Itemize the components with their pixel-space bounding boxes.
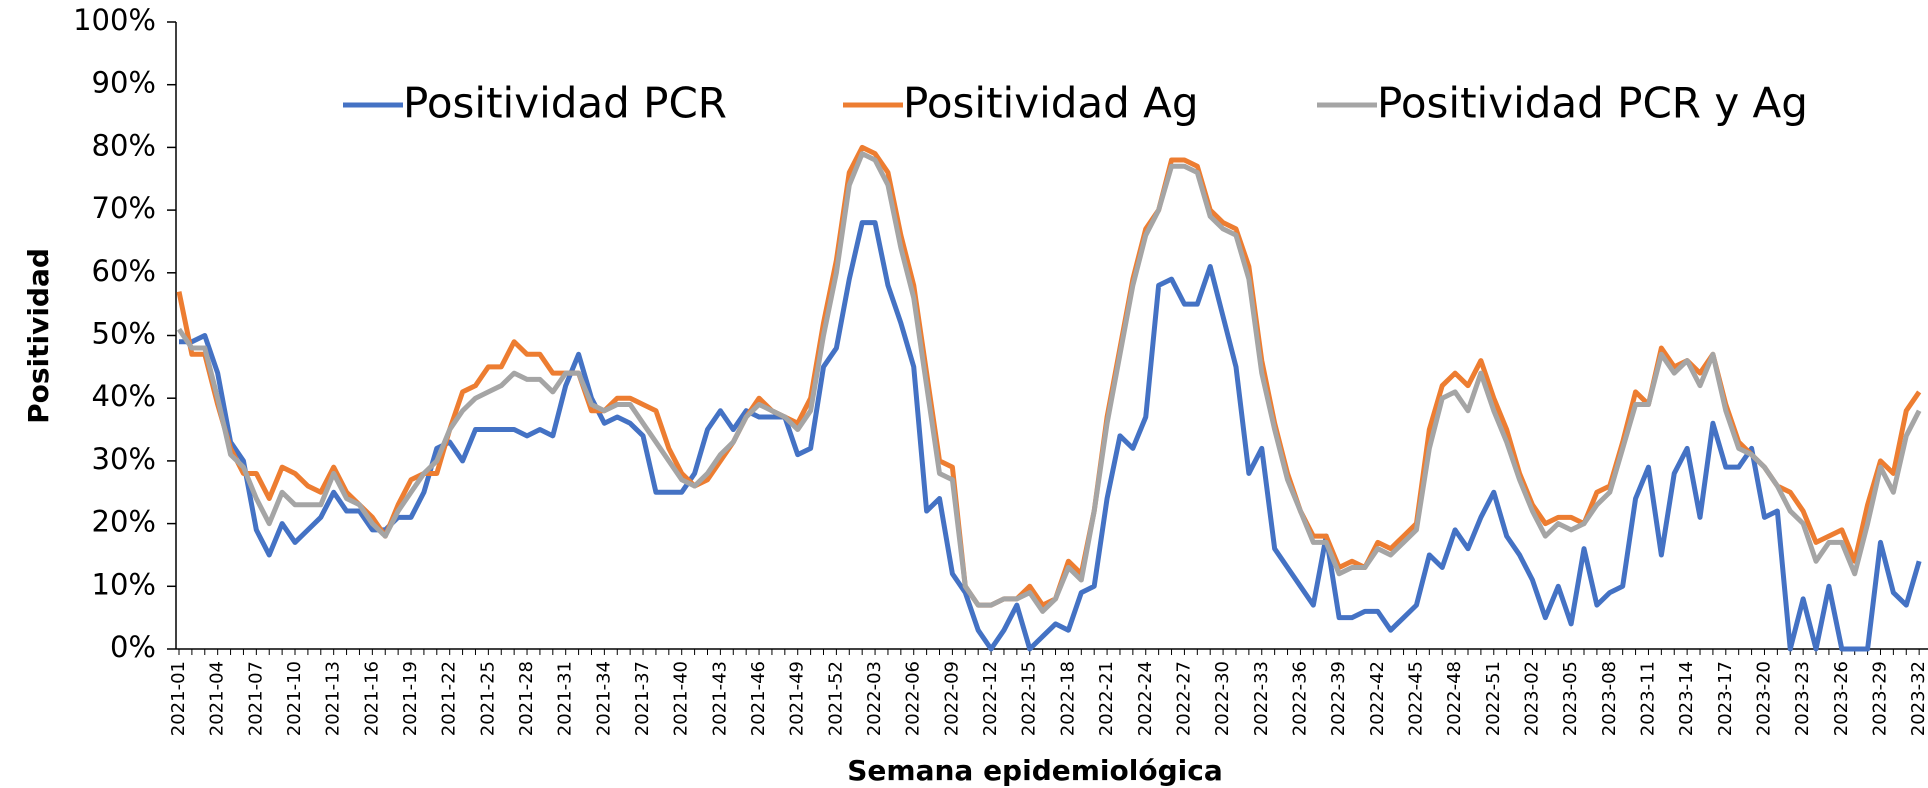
x-axis-title: Semana epidemiológica	[847, 754, 1222, 787]
series-line	[176, 151, 1922, 614]
x-tick-label: 2021-43	[709, 661, 730, 736]
x-tick-label: 2022-27	[1173, 661, 1194, 736]
x-tick-label: 2022-03	[864, 661, 885, 736]
x-tick-label: 2021-37	[632, 661, 653, 736]
y-tick-label: 30%	[92, 442, 156, 476]
x-tick-label: 2023-26	[1831, 661, 1852, 736]
x-tick-label: 2021-19	[400, 661, 421, 736]
legend-label: Positividad PCR	[403, 79, 727, 128]
x-tick-label: 2021-52	[825, 661, 846, 736]
x-tick-label: 2022-39	[1328, 661, 1349, 736]
x-tick-label: 2021-34	[593, 661, 614, 736]
x-tick-label: 2021-04	[207, 661, 228, 736]
x-tick-label: 2023-20	[1753, 661, 1774, 736]
legend-label: Positividad Ag	[903, 79, 1199, 128]
x-tick-label: 2023-11	[1637, 661, 1658, 736]
y-tick-label: 40%	[92, 379, 156, 413]
y-tick-label: 20%	[92, 505, 156, 539]
x-tick-label: 2021-07	[245, 661, 266, 736]
x-tick-label: 2021-22	[439, 661, 460, 736]
x-tick-label: 2021-49	[787, 661, 808, 736]
y-tick-label: 80%	[92, 128, 156, 162]
x-tick-label: 2022-30	[1212, 661, 1233, 736]
x-tick-label: 2023-08	[1599, 661, 1620, 736]
x-tick-label: 2023-14	[1676, 661, 1697, 736]
x-tick-label: 2021-10	[284, 661, 305, 736]
x-tick-label: 2022-48	[1444, 661, 1465, 736]
x-tick-label: 2023-02	[1521, 661, 1542, 736]
y-tick-label: 100%	[73, 3, 156, 37]
x-tick-label: 2022-12	[980, 661, 1001, 736]
x-tick-label: 2021-46	[748, 661, 769, 736]
y-tick-label: 60%	[92, 254, 156, 288]
x-tick-label: 2022-18	[1057, 661, 1078, 736]
x-tick-label: 2022-42	[1367, 661, 1388, 736]
legend-label: Positividad PCR y Ag	[1377, 79, 1808, 128]
x-tick-label: 2022-33	[1251, 661, 1272, 736]
x-tick-label: 2023-17	[1715, 661, 1736, 736]
x-tick-label: 2023-05	[1560, 661, 1581, 736]
x-tick-label: 2021-31	[555, 661, 576, 736]
x-tick-label: 2022-36	[1289, 661, 1310, 736]
x-tick-label: 2022-21	[1096, 661, 1117, 736]
x-tick-label: 2022-51	[1483, 661, 1504, 736]
x-tick-label: 2021-16	[361, 661, 382, 736]
y-tick-label: 10%	[92, 567, 156, 601]
y-axis-title: Positividad	[22, 248, 55, 424]
y-tick-label: 90%	[92, 66, 156, 100]
x-tick-label: 2021-40	[671, 661, 692, 736]
x-tick-label: 2023-29	[1869, 661, 1890, 736]
x-tick-label: 2022-15	[1019, 661, 1040, 736]
x-tick-label: 2021-25	[477, 661, 498, 736]
x-tick-label: 2022-24	[1135, 661, 1156, 736]
y-tick-label: 0%	[110, 630, 156, 664]
x-tick-label: 2021-13	[323, 661, 344, 736]
x-tick-label: 2021-28	[516, 661, 537, 736]
y-tick-label: 50%	[92, 317, 156, 351]
x-tick-label: 2023-32	[1908, 661, 1928, 736]
x-tick-label: 2022-45	[1405, 661, 1426, 736]
y-tick-label: 70%	[92, 191, 156, 225]
x-tick-label: 2021-01	[168, 661, 189, 736]
x-tick-label: 2022-06	[903, 661, 924, 736]
x-tick-label: 2022-09	[941, 661, 962, 736]
x-tick-label: 2023-23	[1792, 661, 1813, 736]
series-line	[179, 220, 1922, 652]
